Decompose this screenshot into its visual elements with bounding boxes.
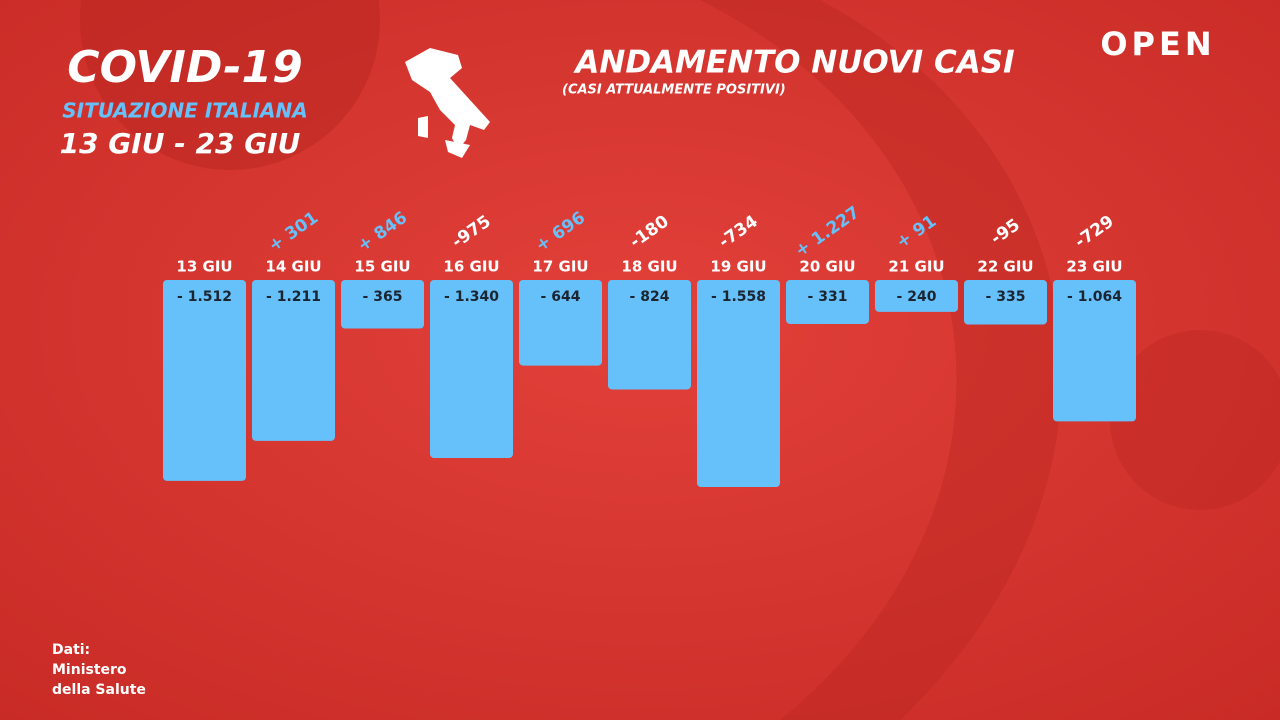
bar-value-label: - 1.558 xyxy=(711,289,766,305)
bar-value-label: - 1.340 xyxy=(444,289,499,305)
italy-map xyxy=(405,48,490,158)
x-tick-label: 14 GIU xyxy=(265,258,321,276)
bar xyxy=(697,280,780,487)
decor xyxy=(700,0,1062,720)
bar xyxy=(519,280,602,366)
x-tick-label: 16 GIU xyxy=(443,258,499,276)
x-tick-label: 18 GIU xyxy=(621,258,677,276)
bar-value-label: - 1.064 xyxy=(1067,289,1122,305)
bar-value-label: - 1.512 xyxy=(177,289,232,305)
bar xyxy=(341,280,424,329)
brand: OPEN xyxy=(1100,25,1215,63)
bar-value-label: - 1.211 xyxy=(266,289,321,305)
bar-value-label: - 331 xyxy=(808,289,848,305)
bar xyxy=(163,280,246,481)
bar-value-label: - 335 xyxy=(986,289,1026,305)
bar xyxy=(964,280,1047,325)
bar-value-label: - 824 xyxy=(630,289,670,305)
x-tick-label: 17 GIU xyxy=(532,258,588,276)
bar-value-label: - 644 xyxy=(541,289,581,305)
x-tick-label: 23 GIU xyxy=(1066,258,1122,276)
x-tick-label: 15 GIU xyxy=(354,258,410,276)
chart-subtitle: (CASI ATTUALMENTE POSITIVI) xyxy=(562,83,786,98)
x-tick-label: 22 GIU xyxy=(977,258,1033,276)
header-subtitle: SITUAZIONE ITALIANA xyxy=(62,99,308,123)
source: Dati: xyxy=(52,642,90,658)
bar xyxy=(252,280,335,441)
x-tick-label: 20 GIU xyxy=(799,258,855,276)
bar xyxy=(1053,280,1136,422)
source: Ministero xyxy=(52,662,127,678)
bar xyxy=(786,280,869,324)
x-tick-label: 13 GIU xyxy=(176,258,232,276)
decor xyxy=(1110,330,1280,510)
bar-value-label: - 365 xyxy=(363,289,403,305)
chart-title: ANDAMENTO NUOVI CASI xyxy=(572,45,1014,81)
header-title: COVID-19 xyxy=(67,42,302,93)
bar xyxy=(875,280,958,312)
bar xyxy=(608,280,691,390)
header-period: 13 GIU - 23 GIU xyxy=(60,127,301,160)
bar-value-label: - 240 xyxy=(897,289,937,305)
x-tick-label: 19 GIU xyxy=(710,258,766,276)
x-tick-label: 21 GIU xyxy=(888,258,944,276)
decor xyxy=(80,0,380,170)
bar xyxy=(430,280,513,459)
source: della Salute xyxy=(52,682,146,698)
